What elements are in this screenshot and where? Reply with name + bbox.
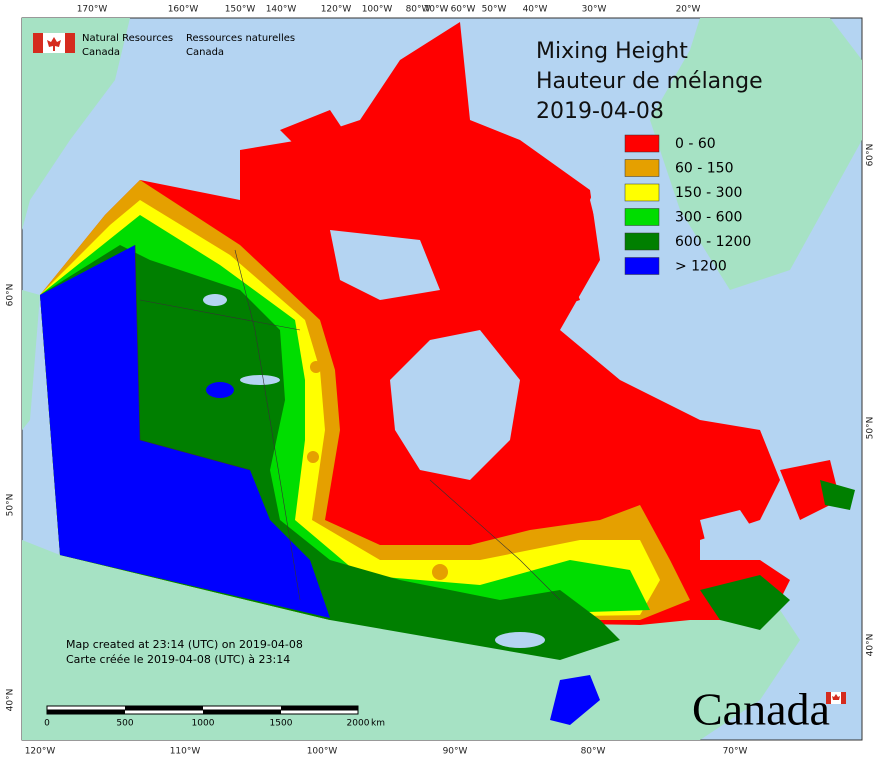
- borders: [134, 244, 561, 601]
- longitude-label: 150°W: [225, 5, 256, 15]
- legend-swatch: [624, 208, 660, 226]
- legend-label: 600 - 1200: [675, 234, 751, 250]
- title: Mixing Height: [536, 39, 688, 64]
- legend-swatch: [624, 232, 660, 251]
- legend-label: > 1200: [675, 259, 727, 275]
- agency-name-fr: Ressources naturelles: [186, 33, 295, 44]
- longitude-label: 100°W: [307, 747, 338, 757]
- agency-logo: [33, 33, 75, 53]
- scale-bar: [46, 705, 359, 715]
- scale-label: 2000: [347, 719, 370, 729]
- longitude-label: 80°W: [581, 747, 606, 757]
- map-note: Carte créée le 2019-04-08 (UTC) à 23:14: [66, 653, 290, 666]
- legend-swatch: [624, 159, 660, 177]
- legend-swatch: [624, 183, 660, 202]
- scale-label: 1000: [192, 719, 215, 729]
- legend-label: 60 - 150: [675, 161, 734, 177]
- latitude-label: 60°N: [6, 284, 16, 307]
- longitude-label: 170°W: [77, 5, 108, 15]
- longitude-label: 60°W: [451, 5, 476, 15]
- longitude-label: 70°W: [424, 5, 449, 15]
- canada: [40, 22, 855, 725]
- agency-name-en: Natural Resources: [82, 33, 173, 44]
- longitude-label: 30°W: [582, 5, 607, 15]
- legend-label: 0 - 60: [675, 136, 716, 152]
- scale-unit: km: [371, 719, 385, 729]
- scale-label: 1500: [270, 719, 293, 729]
- latitude-label: 40°N: [866, 634, 876, 657]
- legend-swatch: [624, 134, 660, 153]
- legend-label: 150 - 300: [675, 185, 742, 201]
- legend-swatch: [624, 257, 660, 275]
- scale-label: 500: [116, 719, 133, 729]
- map-note: Map created at 23:14 (UTC) on 2019-04-08: [66, 638, 303, 651]
- longitude-label: 110°W: [170, 747, 201, 757]
- title: 2019-04-08: [536, 99, 664, 124]
- longitude-label: 70°W: [723, 747, 748, 757]
- longitude-label: 80°W: [406, 5, 431, 15]
- longitude-label: 160°W: [168, 5, 199, 15]
- longitude-label: 20°W: [676, 5, 701, 15]
- agency-name-en: Canada: [82, 47, 120, 58]
- legend-label: 300 - 600: [675, 210, 742, 226]
- latitude-label: 60°N: [866, 144, 876, 167]
- agency-name-fr: Canada: [186, 47, 224, 58]
- wordmark-flag: [826, 692, 846, 704]
- wordmark: Canada: [692, 684, 830, 735]
- latitude-label: 50°N: [866, 417, 876, 440]
- longitude-label: 120°W: [321, 5, 352, 15]
- latitude-label: 40°N: [6, 689, 16, 712]
- title: Hauteur de mélange: [536, 69, 763, 94]
- longitude-label: 120°W: [25, 747, 56, 757]
- longitude-label: 40°W: [523, 5, 548, 15]
- longitude-label: 50°W: [482, 5, 507, 15]
- longitude-label: 100°W: [362, 5, 393, 15]
- longitude-label: 140°W: [266, 5, 297, 15]
- latitude-label: 50°N: [6, 494, 16, 517]
- land: [22, 18, 862, 740]
- longitude-label: 90°W: [443, 747, 468, 757]
- scale-label: 0: [44, 719, 50, 729]
